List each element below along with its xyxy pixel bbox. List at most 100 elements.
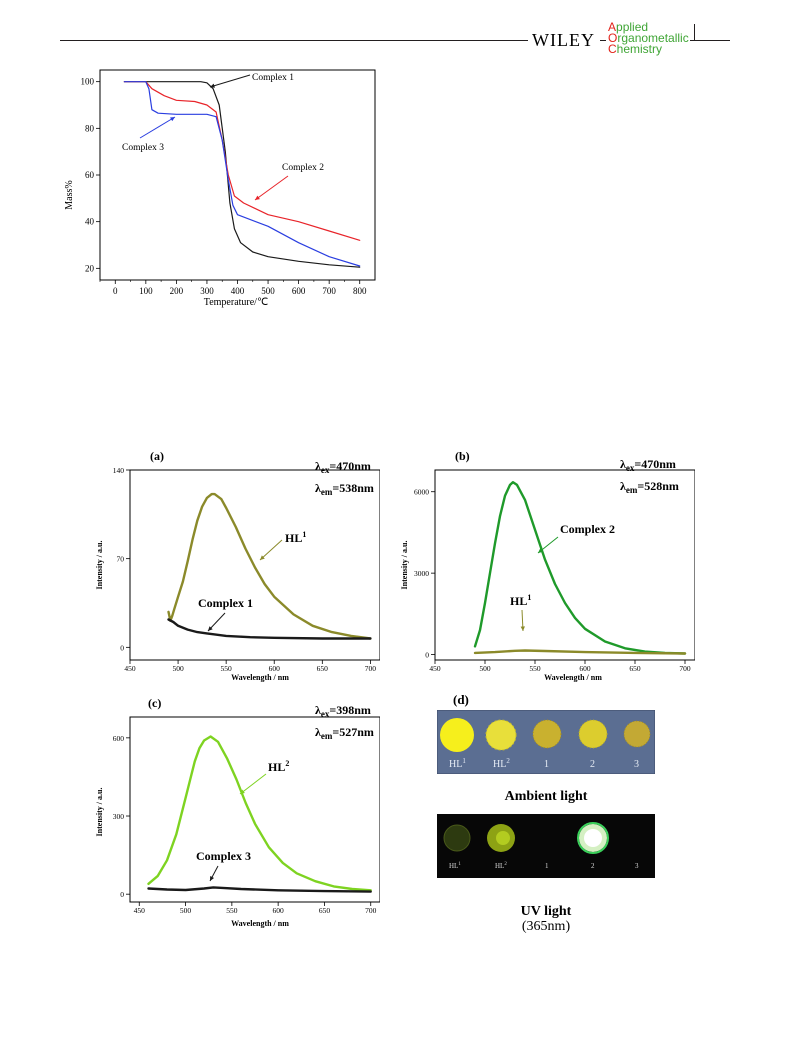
tga-xtick-label-0: 0 [113, 286, 118, 296]
tga-series-complex-3 [123, 81, 361, 267]
tga-arrow-complex1 [209, 74, 251, 88]
uv-sample-hl1 [444, 825, 470, 851]
journal-initial-3: C [608, 42, 617, 56]
tga-arrow-complex3 [139, 116, 176, 139]
c-xtick-label-3: 600 [273, 906, 285, 915]
a-xtick-label-5: 700 [365, 664, 377, 673]
b-series-complex-2 [473, 481, 687, 655]
panel-a-arrow-hl1 [259, 539, 283, 561]
ambient-label-3: 3 [634, 759, 639, 770]
panel-c-ex: λex=398nm [315, 703, 371, 719]
panel-a-arrow-complex1 [207, 612, 226, 632]
c-xtick-label-1: 500 [180, 906, 192, 915]
header-rule-mid [600, 40, 606, 41]
a-ytick-label-1: 70 [117, 555, 125, 564]
header-rule-left [60, 40, 528, 41]
panel-c-label: (c) [148, 696, 161, 710]
ambient-photo: HL1 HL2 1 2 3 [437, 710, 655, 774]
c-xtick-label-0: 450 [134, 906, 146, 915]
a-series-complex-1 [167, 618, 372, 640]
journal-logo: Applied Organometallic Chemistry [608, 20, 689, 56]
ambient-sample-hl2 [486, 720, 516, 750]
panel-a-xlabel: Wavelength / nm [231, 673, 289, 682]
panel-b-label-hl1: HL1 [510, 593, 531, 608]
c-xtick-label-4: 650 [319, 906, 331, 915]
tga-xlabel: Temperature/℃ [204, 297, 268, 308]
tga-xtick-label-4: 400 [231, 286, 245, 296]
a-xtick-label-3: 600 [269, 664, 281, 673]
a-ytick-label-2: 140 [113, 466, 125, 475]
tga-plot-frame [99, 69, 376, 281]
panel-c-arrow-complex3 [209, 865, 219, 882]
panel-b-label: (b) [455, 449, 470, 463]
journal-word-2: rganometallic [617, 31, 689, 45]
a-xtick-label-2: 550 [221, 664, 233, 673]
c-ytick-label-0: 0 [120, 890, 124, 899]
c-series-hl2 [147, 735, 372, 892]
panel-c-em: λem=527nm [315, 725, 374, 741]
a-xtick-label-0: 450 [124, 664, 136, 673]
tga-xtick-label-7: 700 [322, 286, 336, 296]
b-xtick-label-5: 700 [679, 664, 691, 673]
uv-subtitle: (365nm) [521, 919, 571, 934]
header-rule-right [690, 40, 730, 41]
b-xtick-label-3: 600 [579, 664, 591, 673]
tga-annot-complex2: Complex 2 [282, 163, 324, 173]
panel-c-arrow-hl2 [239, 773, 267, 795]
tga-ylabel: Mass% [64, 180, 75, 209]
ambient-label-2: 2 [590, 759, 595, 770]
panel-d-label: (d) [453, 692, 469, 707]
b-series-hl1 [473, 649, 687, 655]
uv-label-hl1: HL1 [449, 862, 461, 870]
panel-b-arrow-complex2 [537, 536, 559, 554]
tga-xtick-label-1: 100 [139, 286, 153, 296]
panel-b-chart: 450 500 550 600 650 700 0 3000 6000 (b) Intensit… [400, 449, 695, 682]
ambient-sample-1 [533, 720, 561, 748]
uv-label-2: 2 [591, 862, 595, 870]
b-xtick-label-0: 450 [429, 664, 441, 673]
tga-ytick-label-2: 60 [85, 170, 95, 180]
panel-a-ylabel: Intensity / a.u. [95, 541, 104, 590]
b-ytick-label-2: 6000 [414, 488, 429, 497]
c-xtick-label-5: 700 [365, 906, 377, 915]
panel-a-label: (a) [150, 449, 164, 463]
journal-initial-2: O [608, 31, 618, 45]
panel-a-label-complex1: Complex 1 [198, 596, 253, 610]
c-series-complex-3 [147, 886, 372, 893]
ambient-sample-2 [579, 720, 607, 748]
journal-word-1: pplied [616, 20, 649, 34]
a-xtick-label-4: 650 [317, 664, 329, 673]
a-plot-frame [129, 469, 380, 661]
panel-c-ylabel: Intensity / a.u. [95, 788, 104, 837]
b-ytick-label-0: 0 [425, 651, 429, 660]
ambient-title: Ambient light [504, 789, 588, 804]
panel-b-arrow-hl1 [520, 609, 525, 632]
panel-a-ex: λex=470nm [315, 459, 371, 475]
ambient-sample-3 [624, 721, 650, 747]
ambient-sample-hl1 [440, 718, 474, 752]
panel-b-xlabel: Wavelength / nm [544, 673, 602, 682]
panel-b-label-complex2: Complex 2 [560, 522, 615, 536]
b-xtick-label-2: 550 [529, 664, 541, 673]
uv-label-1: 1 [545, 862, 549, 870]
journal-word-3: hemistry [616, 42, 663, 56]
ambient-label-1: 1 [544, 759, 549, 770]
uv-title: UV light [520, 904, 572, 919]
uv-photo-bg [437, 814, 655, 878]
publisher-logo: WILEY [532, 30, 595, 50]
a-ytick-label-0: 0 [120, 643, 124, 652]
tga-arrow-complex2 [254, 175, 289, 201]
c-ytick-label-2: 600 [113, 734, 125, 743]
panel-a-chart: 450 500 550 600 650 700 0 70 140 (a) Intensity /… [95, 449, 380, 682]
ambient-label-hl1: HL1 [449, 757, 466, 770]
b-ytick-label-1: 3000 [414, 569, 429, 578]
panel-b-ex: λex=470nm [620, 457, 676, 473]
panel-b-em: λem=528nm [620, 479, 679, 495]
tga-series-complex-1 [123, 81, 361, 268]
c-xtick-label-2: 550 [226, 906, 238, 915]
tga-xtick-label-8: 800 [353, 286, 367, 296]
uv-photo: HL1 HL2 1 2 3 [437, 814, 655, 878]
tga-ytick-label-3: 80 [85, 123, 95, 133]
c-plot-frame [129, 716, 380, 903]
panel-c-label-hl2: HL2 [268, 759, 289, 774]
